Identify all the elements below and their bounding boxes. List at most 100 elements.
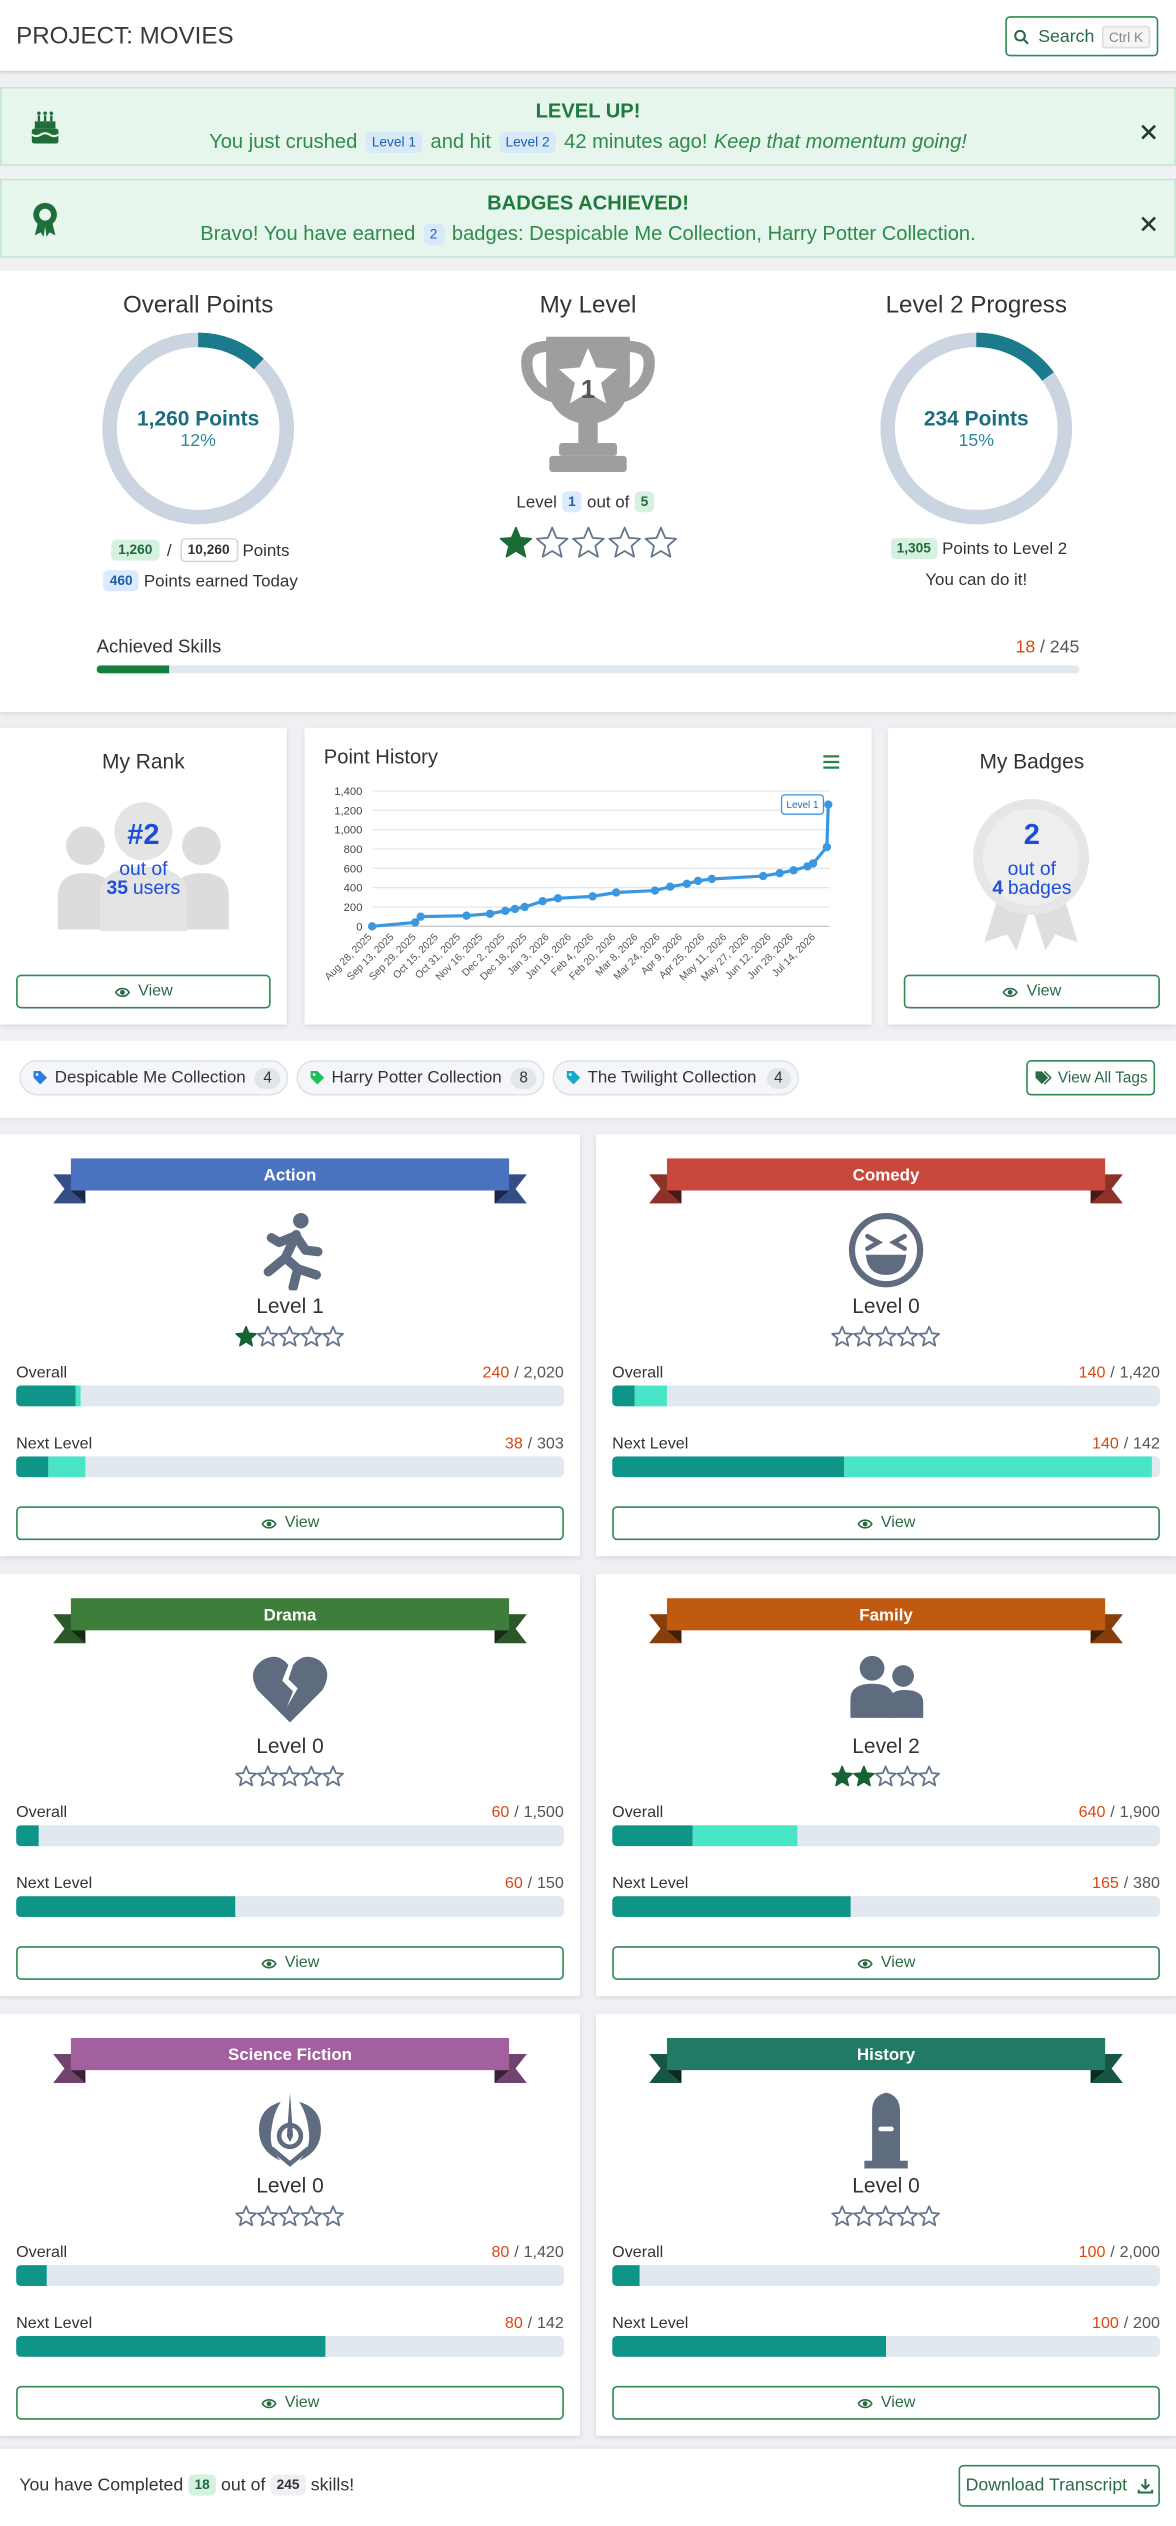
shortcut: Ctrl K (1102, 24, 1150, 48)
eye-icon-shape (266, 2400, 272, 2406)
tag[interactable]: Harry Potter Collection 8 (296, 1060, 545, 1096)
chart-menu[interactable] (823, 749, 840, 769)
eye-icon-shape (114, 986, 130, 997)
star-empty (300, 2204, 323, 2226)
subject-icon (263, 1212, 323, 1291)
subject-icon-shape (892, 1665, 914, 1687)
badge-total: 4 badges (888, 876, 1176, 899)
subject-name: Action (264, 1166, 317, 1185)
star-empty (257, 1764, 280, 1786)
y-tick-label: 1,200 (334, 805, 362, 817)
user-count: 35 (106, 876, 129, 899)
view-button[interactable]: View (16, 974, 271, 1009)
bar-value: 80/142 (322, 2315, 564, 2333)
star-rating (235, 2204, 345, 2226)
point (758, 871, 768, 881)
view-button[interactable]: View (16, 1506, 564, 1541)
user-word: users (132, 876, 181, 899)
star-filled (831, 1764, 854, 1786)
star-rating (235, 1324, 345, 1346)
annotation-box (780, 794, 825, 815)
alert-icon-shape (37, 115, 41, 122)
progress-earned (612, 1385, 636, 1407)
download-button[interactable]: Download Transcript (958, 2464, 1160, 2507)
alert-icon-shape (31, 128, 59, 144)
tag-name: Despicable Me Collection (54, 1068, 246, 1088)
page-title: PROJECT: MOVIES (16, 22, 234, 50)
close-icon (1141, 124, 1156, 140)
subject-icon-shape (865, 1233, 907, 1251)
progress-earned (612, 2265, 640, 2287)
tag-icon-shape (566, 1071, 580, 1085)
users-icon-shape (99, 866, 187, 932)
subject-card: Science Fiction Level 0 Overall 80/1,420 Nex… (0, 2013, 580, 2436)
info-text: out of (587, 492, 630, 513)
alert-text: Keep that momentum going! (713, 130, 967, 154)
subject-card: Family Level 2 Overall 640/1,900 Next Level 1… (596, 1573, 1176, 1997)
star-empty (918, 1764, 941, 1786)
eye-icon (260, 1518, 277, 1528)
view-all-tags[interactable]: View All Tags (1026, 1060, 1156, 1096)
bar-label: Next Level (612, 2315, 689, 2333)
skills-done: 18 (1015, 637, 1036, 658)
view-button[interactable]: View (612, 1506, 1160, 1541)
separator: / (166, 541, 172, 561)
progress-earned (16, 2335, 325, 2357)
alert-icon-shape (39, 208, 52, 221)
subject-icon-shape (269, 2146, 311, 2167)
ribbon: Action (53, 1158, 527, 1204)
rank-card: My Rank #2 out of 35 users View (0, 728, 287, 1025)
alert-title: BADGES ACHIEVED! (487, 191, 689, 215)
view-button[interactable]: View (16, 2385, 564, 2420)
donut-arc (102, 332, 295, 525)
info-row: 1,305 Points to Level 2 (799, 538, 1153, 560)
star-empty (896, 2204, 919, 2226)
alert-close[interactable] (1141, 119, 1157, 140)
bar-total: 150 (536, 1875, 564, 1893)
star-rating (831, 2204, 941, 2226)
alert-badge: 2 (423, 223, 444, 245)
view-button[interactable]: View (612, 2385, 1160, 2420)
bar-total: 200 (1133, 2315, 1160, 2333)
star-empty (875, 1764, 897, 1786)
bar-value: 140/142 (918, 1435, 1160, 1453)
bar-total: 380 (1133, 1875, 1160, 1893)
tags-icon (1034, 1070, 1052, 1085)
eye-icon-shape (260, 2398, 277, 2408)
subject-name: Drama (264, 1605, 317, 1624)
ribbon-fold (666, 1190, 682, 1204)
view-button[interactable]: View (612, 1946, 1160, 1980)
view-button[interactable]: View (903, 974, 1160, 1009)
progress-track (612, 2335, 1160, 2357)
ribbon: Science Fiction (53, 2037, 527, 2084)
view-button[interactable]: View (16, 1946, 564, 1980)
bar-current: 60 (491, 1804, 510, 1823)
point (588, 892, 597, 901)
point (650, 886, 660, 895)
badges-card: My Badges 2 out of 4 badges View (887, 728, 1176, 1025)
tag[interactable]: Despicable Me Collection 4 (19, 1060, 289, 1096)
tag[interactable]: The Twilight Collection 4 (552, 1060, 799, 1096)
subject-name: History (857, 2045, 916, 2064)
point (824, 800, 833, 809)
trophy-icon-shape (615, 340, 655, 404)
alert-close[interactable] (1141, 211, 1157, 232)
subject-icon (850, 1655, 924, 1718)
star-empty (571, 526, 605, 558)
star-empty (322, 2204, 345, 2226)
search-button[interactable]: Search Ctrl K (1005, 16, 1159, 57)
bar-current: 38 (504, 1435, 523, 1454)
progress-earned (16, 1385, 76, 1407)
users-icon (57, 802, 229, 932)
subject-level: Level 2 (852, 1733, 920, 1758)
button-label: View (880, 2393, 916, 2412)
subject-card: Drama Level 0 Overall 60/1,500 Next Level 60/… (0, 1573, 580, 1997)
star-empty (875, 1324, 897, 1346)
point (367, 922, 377, 931)
bar-value: 640/1,900 (918, 1804, 1160, 1822)
subject-icon-shape (848, 1212, 924, 1288)
alert-text: and hit (430, 130, 491, 154)
progress-track (16, 1385, 564, 1407)
progress-recent (75, 1385, 82, 1407)
